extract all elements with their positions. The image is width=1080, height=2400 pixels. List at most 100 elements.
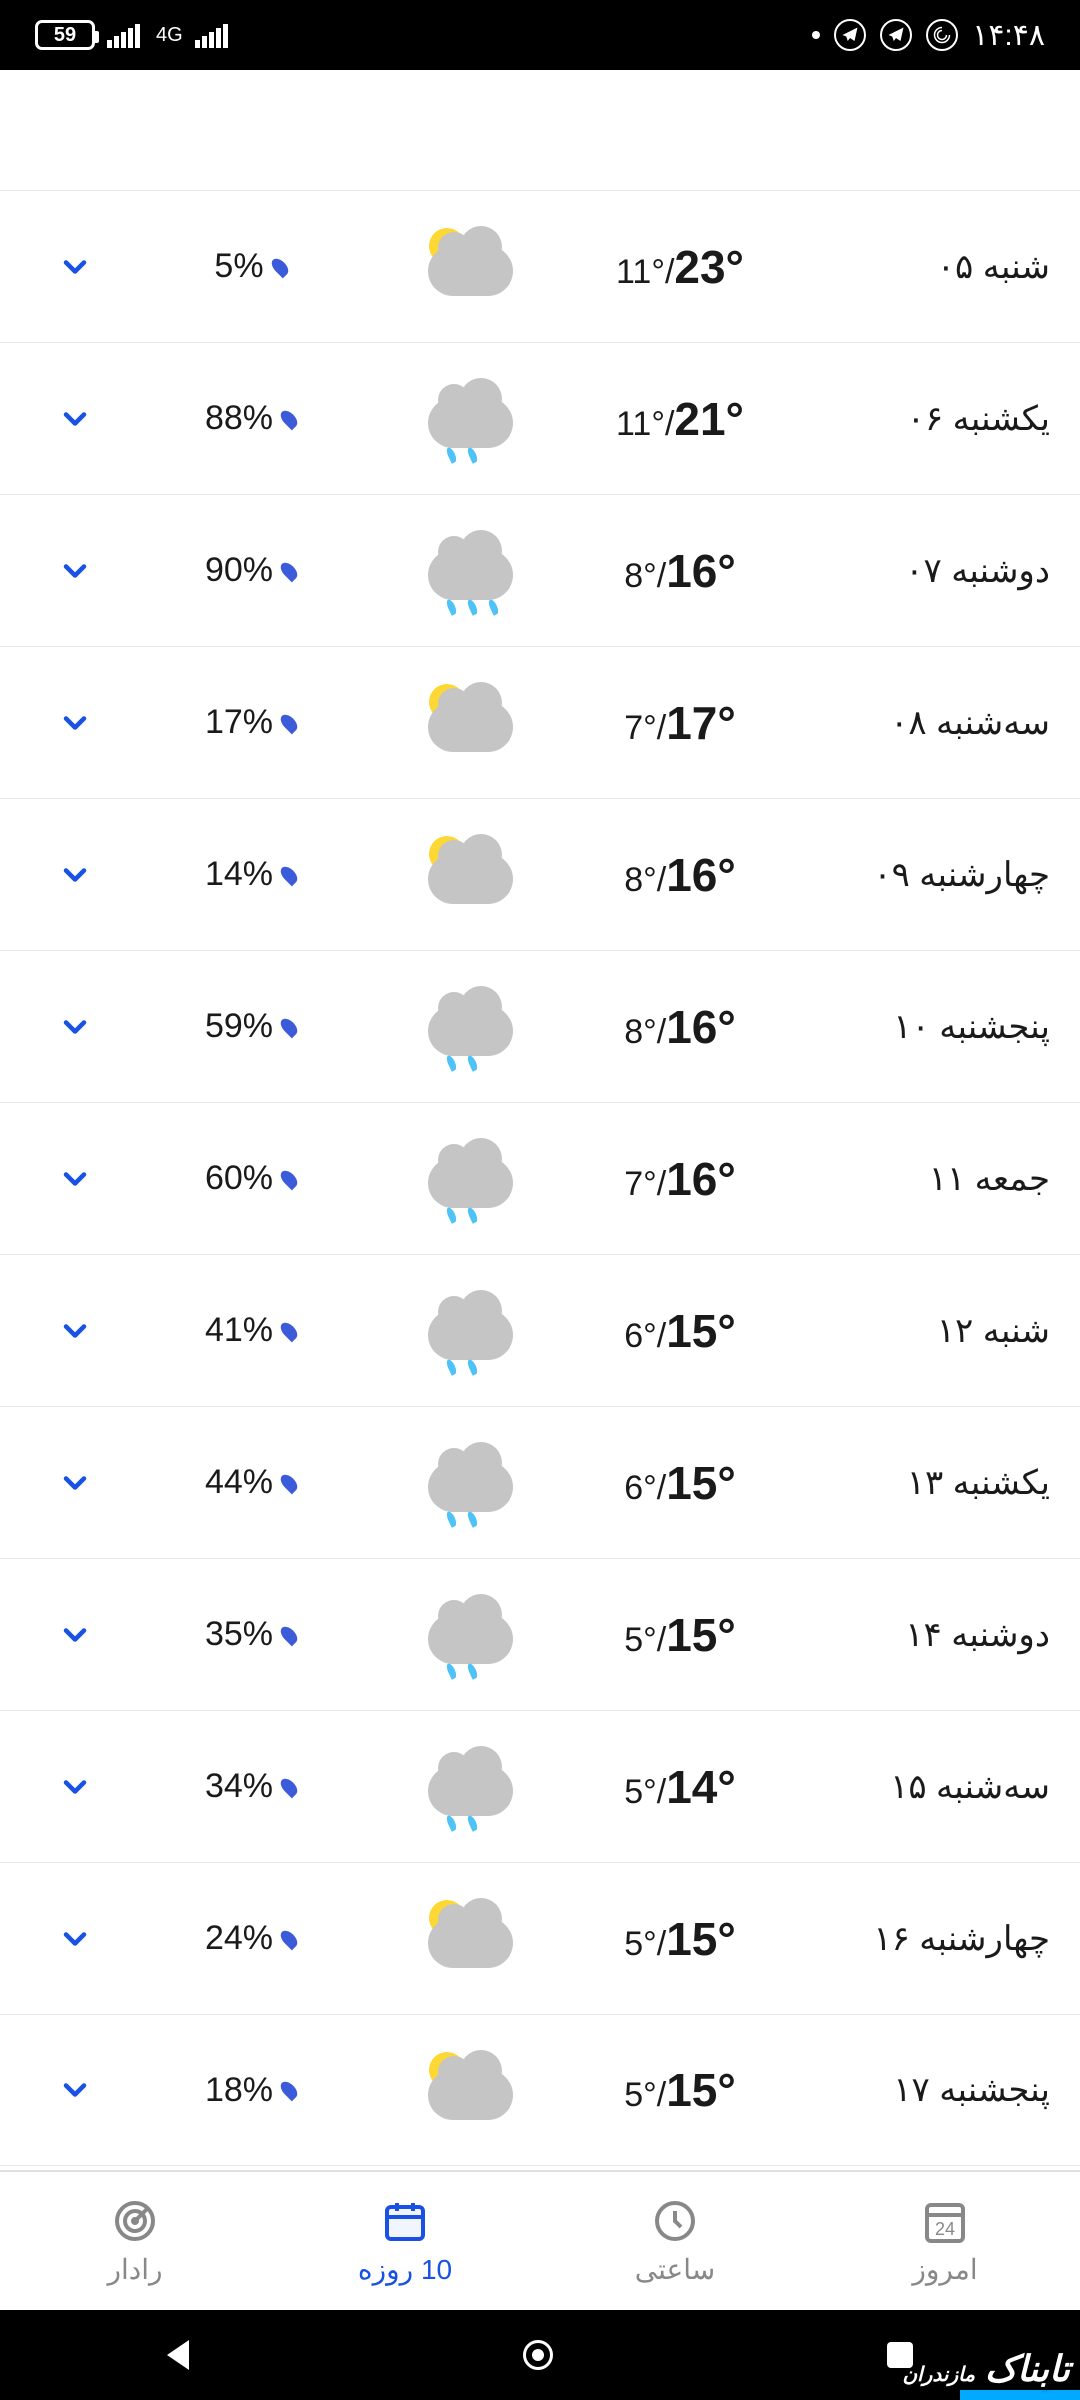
- battery-percent: 59: [54, 24, 76, 47]
- raindrop-icon: [278, 1015, 301, 1038]
- signal-sim2: [195, 22, 228, 48]
- precip-percent: 18%: [205, 2071, 273, 2110]
- precip-percent: 24%: [205, 1919, 273, 1958]
- temp-low: 8°: [624, 861, 657, 899]
- header-spacer: [0, 70, 1080, 190]
- accent-bar: [960, 2390, 1080, 2400]
- chevron-down-icon: [57, 1769, 93, 1805]
- forecast-row[interactable]: سه‌شنبه ۱۵5°/14°34%: [0, 1710, 1080, 1862]
- clock: ۱۴:۴۸: [972, 18, 1045, 53]
- day-label: چهارشنبه ۰۹: [800, 855, 1050, 895]
- precip-cell: 60%: [120, 1159, 380, 1198]
- weather-icon-cell: [380, 2048, 560, 2133]
- raindrop-icon: [278, 711, 301, 734]
- temp-high: 17°: [666, 697, 736, 749]
- expand-cell[interactable]: [30, 1617, 120, 1653]
- status-left: 59 4G: [35, 20, 228, 50]
- chevron-down-icon: [57, 1009, 93, 1045]
- expand-cell[interactable]: [30, 553, 120, 589]
- status-right: ۱۴:۴۸: [812, 18, 1045, 53]
- precip-cell: 59%: [120, 1007, 380, 1046]
- temp-range: 6°/15°: [560, 1456, 800, 1510]
- weather-icon-cell: [380, 1440, 560, 1525]
- temp-range: 11°/21°: [560, 392, 800, 446]
- forecast-row[interactable]: چهارشنبه ۱۶5°/15°24%: [0, 1862, 1080, 2014]
- expand-cell[interactable]: [30, 401, 120, 437]
- forecast-row[interactable]: شنبه ۰۵11°/23°5%: [0, 190, 1080, 342]
- chevron-down-icon: [57, 1313, 93, 1349]
- temp-low: 5°: [624, 2076, 657, 2114]
- chevron-down-icon: [57, 1921, 93, 1957]
- day-label: چهارشنبه ۱۶: [800, 1919, 1050, 1959]
- precip-cell: 18%: [120, 2071, 380, 2110]
- forecast-row[interactable]: پنجشنبه ۱۷5°/15°18%: [0, 2014, 1080, 2166]
- forecast-row[interactable]: دوشنبه ۱۴5°/15°35%: [0, 1558, 1080, 1710]
- chevron-down-icon: [57, 401, 93, 437]
- temp-high: 14°: [666, 1761, 736, 1813]
- expand-cell[interactable]: [30, 1313, 120, 1349]
- weather-icon-cell: [380, 528, 560, 613]
- expand-cell[interactable]: [30, 1465, 120, 1501]
- telegram-icon: [880, 19, 912, 51]
- temp-low: 6°: [624, 1469, 657, 1507]
- day-label: شنبه ۱۲: [800, 1311, 1050, 1351]
- expand-cell[interactable]: [30, 705, 120, 741]
- weather-icon-cell: [380, 832, 560, 917]
- nav-home-icon[interactable]: [523, 2340, 553, 2370]
- temp-range: 6°/15°: [560, 1304, 800, 1358]
- forecast-row[interactable]: دوشنبه ۰۷8°/16°90%: [0, 494, 1080, 646]
- temp-low: 5°: [624, 1621, 657, 1659]
- forecast-row[interactable]: شنبه ۱۲6°/15° 41%: [0, 1254, 1080, 1406]
- expand-cell[interactable]: [30, 1161, 120, 1197]
- expand-cell[interactable]: [30, 249, 120, 285]
- watermark-main: تابناک: [985, 2348, 1070, 2389]
- temp-high: 16°: [666, 1001, 736, 1053]
- raindrop-icon: [278, 1623, 301, 1646]
- precip-cell: 41%: [120, 1311, 380, 1350]
- tab-radar[interactable]: رادار: [0, 2172, 270, 2310]
- temp-low: 8°: [624, 557, 657, 595]
- tab-today[interactable]: 24 امروز: [810, 2172, 1080, 2310]
- precip-percent: 17%: [205, 703, 273, 742]
- expand-cell[interactable]: [30, 1769, 120, 1805]
- weather-icon-cell: [380, 224, 560, 309]
- precip-cell: 34%: [120, 1767, 380, 1806]
- temp-range: 5°/15°: [560, 2063, 800, 2117]
- expand-cell[interactable]: [30, 857, 120, 893]
- precip-percent: 41%: [205, 1311, 273, 1350]
- forecast-row[interactable]: سه‌شنبه ۰۸7°/17°17%: [0, 646, 1080, 798]
- status-bar: 59 4G ۱۴:۴۸: [0, 0, 1080, 70]
- weather-icon-cell: [380, 680, 560, 765]
- battery-icon: 59: [35, 20, 95, 50]
- tab-tenday[interactable]: 10 روزه: [270, 2172, 540, 2310]
- temp-low: 11°: [616, 253, 665, 291]
- precip-cell: 88%: [120, 399, 380, 438]
- partly-cloudy-icon: [423, 224, 518, 309]
- nav-back-icon[interactable]: [167, 2340, 189, 2370]
- tab-hourly[interactable]: ساعتی: [540, 2172, 810, 2310]
- precip-cell: 5%: [120, 247, 380, 286]
- temp-high: 15°: [666, 1609, 736, 1661]
- forecast-row[interactable]: پنجشنبه ۱۰8°/16°59%: [0, 950, 1080, 1102]
- forecast-row[interactable]: یکشنبه ۰۶11°/21°88%: [0, 342, 1080, 494]
- chevron-down-icon: [57, 1617, 93, 1653]
- temp-range: 5°/15°: [560, 1608, 800, 1662]
- day-label: دوشنبه ۱۴: [800, 1615, 1050, 1655]
- forecast-row[interactable]: یکشنبه ۱۳6°/15°44%: [0, 1406, 1080, 1558]
- forecast-row[interactable]: جمعه ۱۱7°/16°60%: [0, 1102, 1080, 1254]
- precip-percent: 88%: [205, 399, 273, 438]
- expand-cell[interactable]: [30, 1009, 120, 1045]
- forecast-row[interactable]: چهارشنبه ۰۹8°/16°14%: [0, 798, 1080, 950]
- expand-cell[interactable]: [30, 1921, 120, 1957]
- rain-icon: [423, 376, 518, 461]
- temp-low: 11°: [616, 405, 665, 443]
- partly-cloudy-icon: [423, 832, 518, 917]
- rain-heavy-icon: [423, 528, 518, 613]
- expand-cell[interactable]: [30, 2072, 120, 2108]
- precip-cell: 90%: [120, 551, 380, 590]
- rain-icon: [423, 1744, 518, 1829]
- rain-icon: [423, 1440, 518, 1525]
- forecast-list: شنبه ۰۵11°/23°5%یکشنبه ۰۶11°/21°88%دوشنب…: [0, 70, 1080, 2250]
- chevron-down-icon: [57, 857, 93, 893]
- temp-high: 15°: [666, 2064, 736, 2116]
